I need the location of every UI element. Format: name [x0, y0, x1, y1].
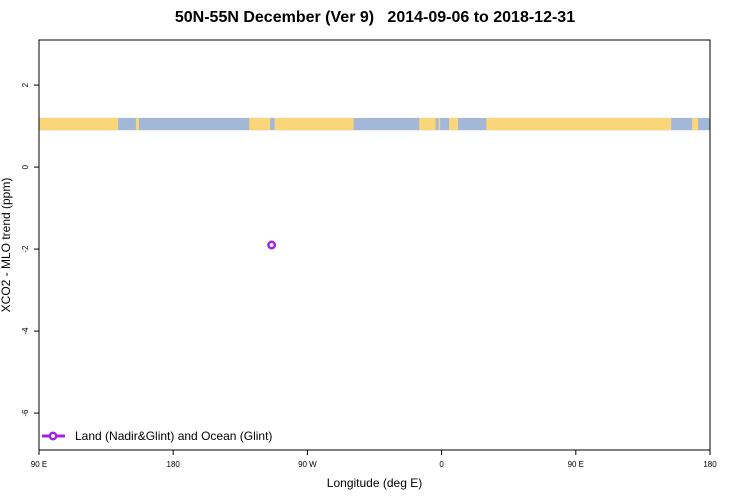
land-segment: [39, 117, 119, 131]
land-segment: [486, 117, 672, 131]
data-point: [267, 240, 277, 250]
land-segment: [274, 117, 354, 131]
y-tick-label: -6: [21, 409, 30, 417]
x-axis-label: Longitude (deg E): [326, 476, 423, 490]
x-tick-label: 180: [167, 460, 181, 469]
y-tick-label: -4: [21, 327, 30, 335]
legend: Land (Nadir&Glint) and Ocean (Glint): [42, 429, 272, 443]
y-tick-label: -2: [21, 245, 30, 253]
x-axis: 90 E 180 90 W 0 90 E 180: [31, 450, 717, 469]
legend-label: Land (Nadir&Glint) and Ocean (Glint): [75, 429, 272, 443]
land-ocean-strip: [39, 117, 710, 131]
y-axis: 2 0 -2 -4 -6: [21, 82, 39, 417]
land-segment: [135, 117, 139, 131]
data-points: [267, 240, 277, 250]
land-segment: [419, 117, 436, 131]
x-tick-label: 90 W: [298, 460, 317, 469]
plot-frame: [38, 39, 711, 451]
land-segment: [249, 117, 271, 131]
x-tick-label: 90 E: [568, 460, 584, 469]
chart-title: 50N-55N December (Ver 9) 2014-09-06 to 2…: [174, 9, 576, 26]
land-segment: [692, 117, 699, 131]
land-segment: [449, 117, 459, 131]
x-tick-label: 90 E: [31, 460, 47, 469]
x-tick-label: 180: [703, 460, 717, 469]
y-tick-label: 0: [21, 164, 30, 169]
legend-circle-marker: [48, 431, 58, 441]
y-tick-label: 2: [21, 82, 30, 87]
land-segment: [438, 117, 441, 131]
x-tick-label: 0: [439, 460, 444, 469]
